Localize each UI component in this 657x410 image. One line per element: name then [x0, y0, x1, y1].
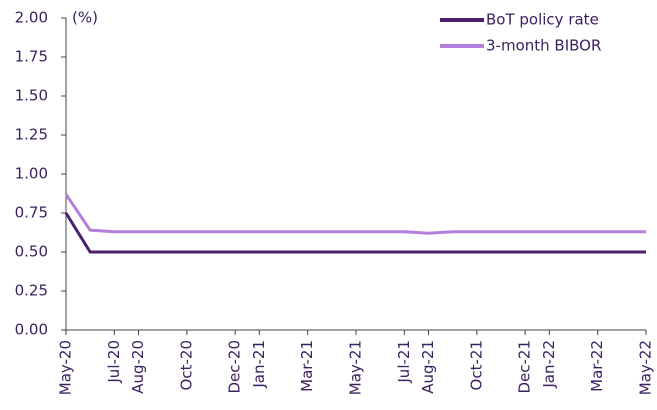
x-tick-label: Dec-21 — [516, 340, 534, 394]
y-tick-label: 1.50 — [15, 87, 48, 105]
x-tick-label: Oct-20 — [177, 340, 195, 390]
x-tick-label: Mar-21 — [298, 340, 316, 392]
y-tick-label: 0.00 — [15, 321, 48, 339]
x-tick-label: May-22 — [637, 340, 655, 395]
series-line — [64, 212, 646, 254]
x-tick-label: Jan-21 — [250, 340, 268, 389]
series-line — [64, 193, 646, 235]
y-tick-label: 2.00 — [15, 9, 48, 27]
y-tick-label: 1.75 — [15, 48, 48, 66]
x-tick-label: Aug-20 — [129, 340, 147, 394]
y-tick-label: 0.50 — [15, 243, 48, 261]
x-tick-label: Dec-20 — [226, 340, 244, 394]
x-tick-label: Jul-20 — [105, 340, 123, 384]
y-tick-label: 1.00 — [15, 165, 48, 183]
y-axis-label: (%) — [72, 9, 98, 27]
legend-label: BoT policy rate — [486, 11, 599, 29]
legend-label: 3-month BIBOR — [486, 37, 601, 55]
y-tick-label: 0.25 — [15, 282, 48, 300]
x-tick-label: Jul-21 — [395, 340, 413, 384]
x-tick-label: Oct-21 — [467, 340, 485, 390]
x-tick-label: Mar-22 — [588, 340, 606, 392]
x-tick-label: May-21 — [347, 340, 365, 395]
x-tick-label: May-20 — [57, 340, 75, 395]
y-tick-label: 0.75 — [15, 204, 48, 222]
y-tick-label: 1.25 — [15, 126, 48, 144]
x-tick-label: Aug-21 — [419, 340, 437, 394]
x-tick-label: Jan-22 — [540, 340, 558, 389]
